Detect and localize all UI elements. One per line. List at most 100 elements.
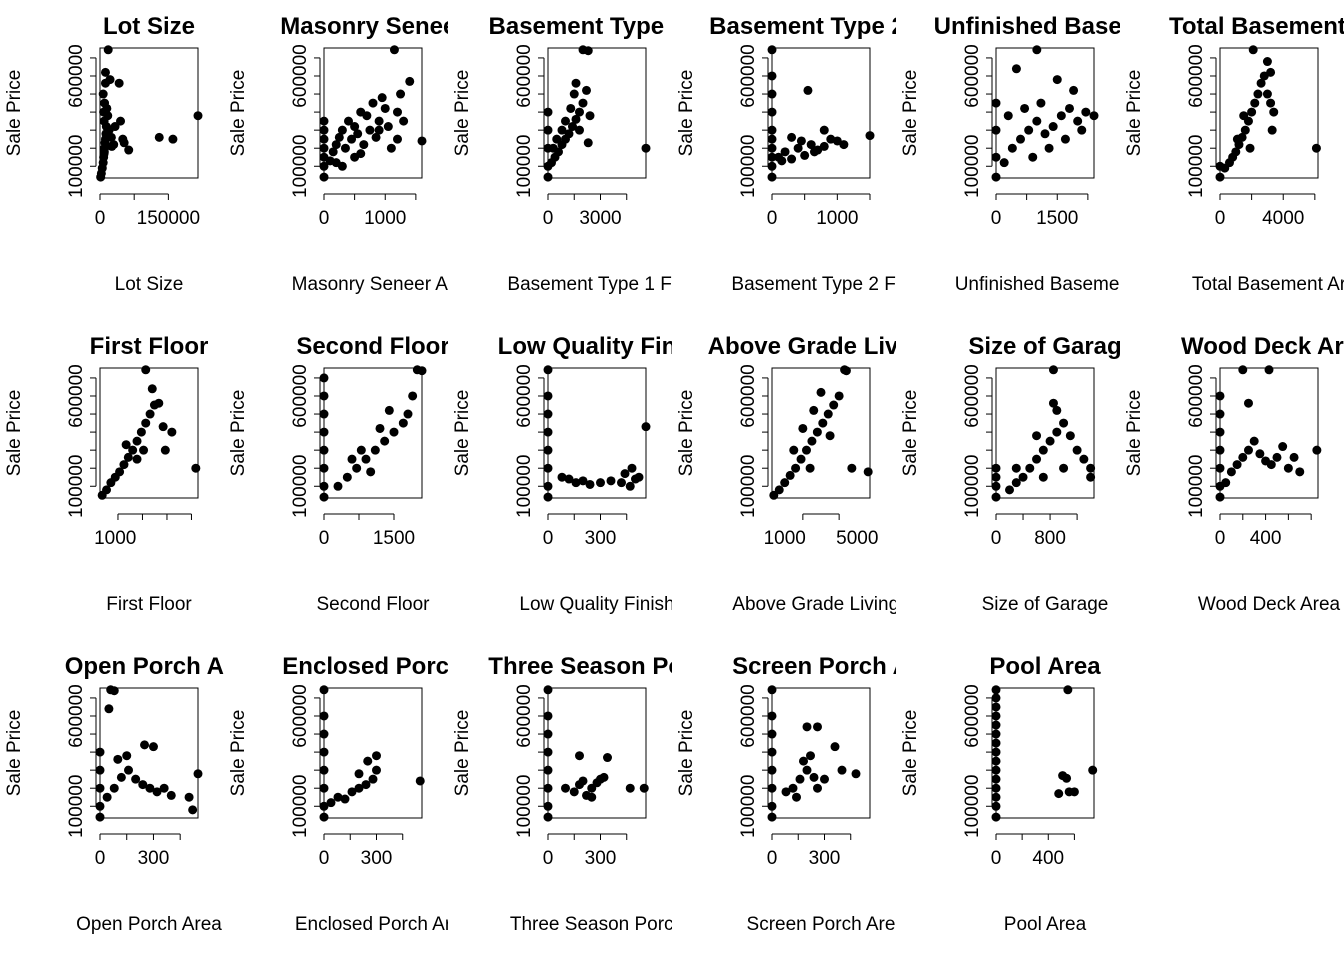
data-point	[606, 476, 616, 486]
data-point	[344, 116, 353, 126]
panel-title: Unfinished Baseme	[934, 13, 1157, 40]
data-point	[319, 765, 329, 775]
data-point	[102, 103, 112, 113]
data-point	[812, 427, 822, 437]
panel-9: Low Quality Finis 100000 600000 Sale Price 0…	[452, 333, 672, 615]
data-point	[1016, 134, 1025, 144]
data-point	[140, 740, 150, 750]
x-tick-label: 300	[809, 848, 841, 869]
y-tick-label: 100000	[962, 135, 983, 198]
data-point	[1059, 418, 1069, 428]
data-point	[1266, 98, 1276, 108]
data-point	[350, 122, 360, 132]
data-point	[167, 427, 177, 437]
y-axis-label: Sale Price	[452, 710, 473, 797]
data-point	[95, 783, 105, 793]
data-point	[809, 147, 819, 157]
data-point	[319, 729, 329, 739]
data-point	[1262, 57, 1272, 67]
y-axis-label: Sale Price	[676, 70, 697, 157]
data-point	[1060, 134, 1070, 144]
data-point	[991, 463, 1001, 473]
x-tick-label: 0	[319, 848, 330, 869]
data-point	[1269, 107, 1279, 117]
data-point	[1018, 472, 1028, 482]
y-axis-label: Sale Price	[676, 390, 697, 477]
data-point	[103, 111, 113, 121]
data-point	[787, 132, 797, 142]
data-point	[1069, 85, 1079, 95]
data-point	[603, 753, 612, 763]
x-tick-label: 1000	[364, 208, 406, 229]
data-point	[398, 418, 408, 428]
data-point	[796, 454, 806, 464]
data-point	[417, 366, 427, 376]
data-point	[803, 85, 813, 95]
panel-title: First Floor	[90, 333, 209, 360]
data-point	[356, 445, 366, 455]
data-point	[1232, 460, 1242, 470]
data-point	[1072, 445, 1082, 455]
x-tick-label: 4000	[1262, 208, 1304, 229]
data-point	[1048, 365, 1058, 375]
data-point	[767, 729, 777, 739]
data-point	[1048, 398, 1058, 408]
panel-12: Wood Deck Are 100000 600000 Sale Price 0 400 W…	[1124, 333, 1344, 615]
y-axis-label: Sale Price	[228, 390, 249, 477]
data-point	[319, 172, 329, 182]
x-axis-label: Lot Size	[115, 274, 184, 295]
data-point	[152, 787, 162, 797]
data-point	[1007, 143, 1017, 153]
data-point	[552, 134, 562, 144]
data-point	[340, 794, 350, 804]
data-point	[1040, 129, 1050, 139]
data-point	[620, 469, 630, 479]
data-point	[991, 481, 1001, 491]
data-point	[1239, 111, 1249, 121]
plot-frame	[99, 47, 199, 179]
data-point	[119, 138, 129, 148]
data-point	[352, 463, 362, 473]
y-tick-label: 100000	[66, 455, 87, 518]
x-axis-label: Enclosed Porch Ar	[295, 914, 452, 935]
data-point	[819, 125, 829, 135]
data-point	[403, 409, 413, 419]
data-point	[337, 161, 347, 171]
data-point	[319, 481, 329, 491]
data-point	[798, 423, 808, 433]
data-point	[386, 143, 396, 153]
data-point	[319, 445, 329, 455]
plot-frame	[547, 47, 647, 179]
data-point	[109, 686, 119, 696]
x-axis-label: Size of Garage	[982, 594, 1109, 615]
data-point	[95, 812, 105, 822]
data-point	[561, 783, 570, 793]
data-point	[1086, 463, 1096, 473]
data-point	[583, 138, 593, 148]
x-tick-label: 1000	[94, 528, 136, 549]
data-point	[991, 720, 1001, 730]
data-point	[1215, 391, 1225, 401]
data-point	[809, 405, 819, 415]
data-point	[1226, 467, 1236, 477]
data-point	[571, 114, 581, 124]
data-point	[319, 747, 329, 757]
data-point	[543, 812, 553, 822]
data-point	[168, 134, 178, 144]
data-point	[1032, 431, 1042, 441]
data-point	[575, 125, 584, 135]
data-point	[582, 85, 591, 95]
data-point	[393, 134, 402, 144]
data-point	[818, 418, 828, 428]
data-point	[365, 125, 375, 135]
data-point	[1048, 122, 1058, 132]
data-point	[767, 161, 777, 171]
data-point	[319, 783, 329, 793]
data-point	[991, 801, 1001, 811]
data-point	[340, 143, 350, 153]
y-axis-label: Sale Price	[1124, 390, 1145, 477]
data-point	[1231, 147, 1241, 157]
y-tick-label: 100000	[290, 455, 311, 518]
data-point	[767, 45, 777, 55]
panel-15: Three Season Porc 100000 600000 Sale Price 0…	[452, 653, 672, 935]
